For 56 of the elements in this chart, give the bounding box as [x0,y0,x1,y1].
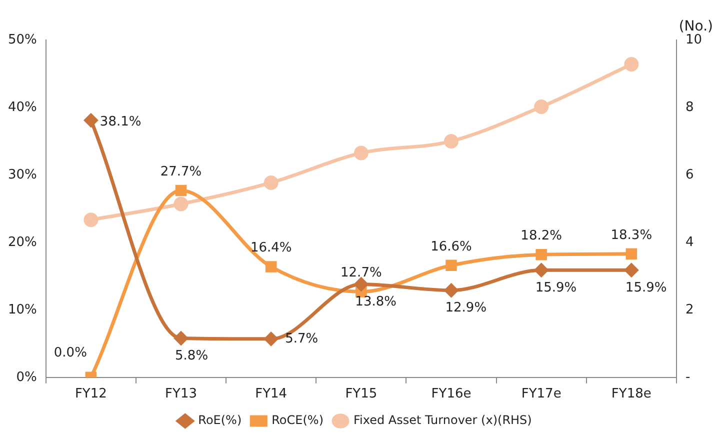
data-label: 12.9% [445,300,487,316]
point [264,175,278,190]
data-label: 16.4% [250,240,292,256]
x-tick-label: FY17e [521,386,562,402]
legend-label: RoCE(%) [272,413,324,428]
data-label: 5.7% [285,331,318,346]
point [84,114,98,128]
point [446,260,457,272]
y2-tick-label: 10 [685,32,702,48]
point [534,100,549,114]
y2-tick-label: 6 [685,167,694,182]
data-label: 5.8% [175,348,208,364]
point [354,278,368,292]
y-tick-label: 30% [8,167,37,182]
y2-tick-label: 2 [685,302,694,318]
point [536,248,547,260]
point [354,146,368,160]
x-tick-label: FY13 [165,386,197,402]
data-label: 38.1% [100,114,142,130]
legend-label: Fixed Asset Turnover (x)(RHS) [354,413,532,428]
data-label: 15.9% [625,280,667,296]
x-tick-label: FY14 [255,386,288,402]
point [624,57,639,72]
point [624,263,638,277]
data-label: 16.6% [430,239,472,254]
x-tick-label: FY12 [74,386,107,402]
legend-label: RoE(%) [198,413,242,428]
y2-tick-label: - [685,370,690,385]
data-label: 18.3% [610,228,652,243]
point [84,212,98,228]
y-tick-label: 10% [8,302,37,318]
point [444,134,459,148]
y-tick-label: 0% [16,370,37,385]
point [626,248,638,260]
data-label: 18.2% [520,228,562,244]
data-label: 13.8% [355,294,396,310]
x-tick-label: FY16e [431,386,472,402]
y2-axis-title: (No.) [678,18,713,35]
point [534,263,548,277]
y2-tick-label: 4 [685,234,694,250]
data-label: 12.7% [340,266,382,281]
data-label: 15.9% [535,280,577,296]
point [174,332,188,346]
point [265,261,277,272]
point [264,332,278,346]
data-label: 0.0% [54,345,87,360]
y-tick-label: 20% [8,234,37,250]
y2-tick-label: 8 [685,100,694,115]
x-tick-label: FY18e [611,386,652,402]
point [174,196,188,212]
y-tick-label: 40% [8,100,37,115]
x-tick-label: FY15 [345,386,378,402]
y-tick-label: 50% [8,32,37,48]
point [444,284,458,298]
point [175,184,187,196]
data-label: 27.7% [160,164,202,180]
